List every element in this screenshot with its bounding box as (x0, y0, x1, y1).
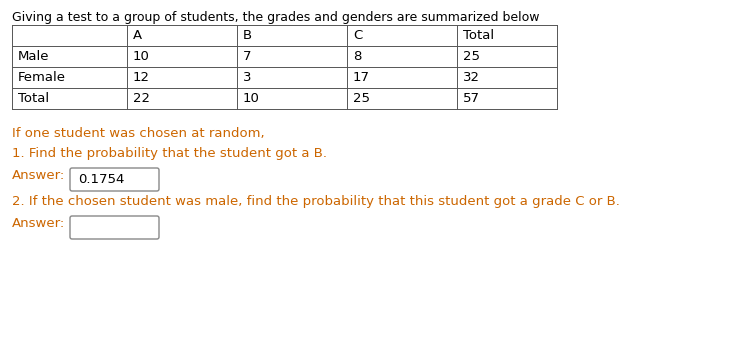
Text: Giving a test to a group of students, the grades and genders are summarized belo: Giving a test to a group of students, th… (12, 11, 539, 24)
Text: 25: 25 (353, 92, 370, 105)
Text: Answer:: Answer: (12, 217, 66, 230)
Text: 0.1754: 0.1754 (78, 173, 125, 186)
Text: 1. Find the probability that the student got a B.: 1. Find the probability that the student… (12, 147, 327, 160)
Text: 57: 57 (463, 92, 480, 105)
Text: 10: 10 (133, 50, 150, 63)
Text: If one student was chosen at random,: If one student was chosen at random, (12, 127, 265, 140)
Text: 17: 17 (353, 71, 370, 84)
Text: Male: Male (18, 50, 50, 63)
Text: Total: Total (18, 92, 49, 105)
Text: A: A (133, 29, 142, 42)
Text: 10: 10 (243, 92, 260, 105)
Text: 25: 25 (463, 50, 480, 63)
Text: Answer:: Answer: (12, 169, 66, 182)
Text: B: B (243, 29, 252, 42)
Text: 22: 22 (133, 92, 150, 105)
Text: Total: Total (463, 29, 494, 42)
Text: 3: 3 (243, 71, 252, 84)
Text: Female: Female (18, 71, 66, 84)
Text: 12: 12 (133, 71, 150, 84)
Text: C: C (353, 29, 362, 42)
FancyBboxPatch shape (70, 168, 159, 191)
Text: 32: 32 (463, 71, 480, 84)
Text: 7: 7 (243, 50, 252, 63)
FancyBboxPatch shape (70, 216, 159, 239)
Text: 8: 8 (353, 50, 362, 63)
Text: 2. If the chosen student was male, find the probability that this student got a : 2. If the chosen student was male, find … (12, 195, 620, 208)
